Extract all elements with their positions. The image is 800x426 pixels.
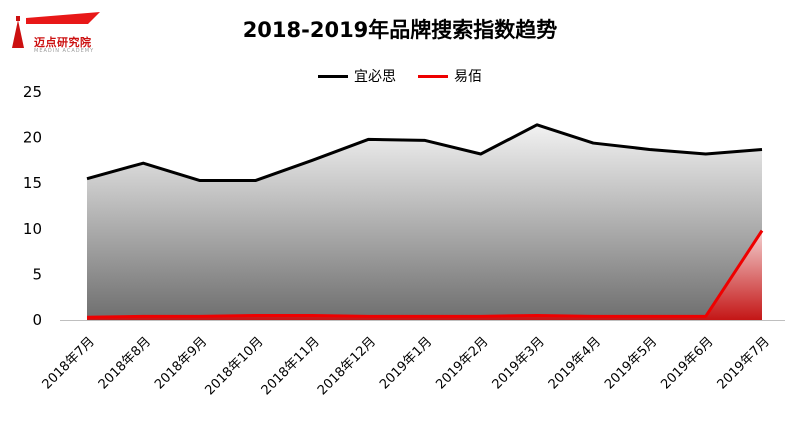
x-tick-label-6: 2019年1月 [377,334,435,392]
brand-logo: 迈点研究院 MEADIN ACADEMY [8,10,108,54]
legend-swatch-series-1 [418,74,448,78]
legend-label-series-0: 宜必思 [354,69,396,85]
x-tick-label-8: 2019年3月 [490,334,548,392]
x-tick-label-4: 2018年11月 [259,334,323,398]
x-tick-label-1: 2018年8月 [96,334,154,392]
x-tick-label-5: 2018年12月 [315,334,379,398]
x-tick-label-9: 2019年4月 [546,334,604,392]
y-tick-label-5: 25 [23,83,42,101]
logo-graphic [12,12,100,48]
x-tick-label-12: 2019年7月 [715,334,773,392]
legend-swatch-series-0 [318,74,348,78]
x-tick-label-3: 2018年10月 [202,334,266,398]
area-fill-series-0 [87,124,762,320]
legend-item-series-1: 易佰 [418,66,482,86]
x-tick-label-0: 2018年7月 [40,334,98,392]
chart-title: 2018-2019年品牌搜索指数趋势 [242,18,558,42]
chart-legend: 宜必思 易佰 [0,66,800,86]
y-tick-label-1: 5 [32,265,42,283]
x-tick-label-11: 2019年6月 [658,334,716,392]
y-tick-label-3: 15 [23,174,42,192]
x-tick-label-7: 2019年2月 [433,334,491,392]
legend-label-series-1: 易佰 [454,69,482,85]
y-tick-label-4: 20 [23,129,42,147]
x-tick-label-10: 2019年5月 [602,334,660,392]
y-tick-label-2: 10 [23,220,42,238]
y-tick-label-0: 0 [32,311,42,329]
x-tick-label-2: 2018年9月 [152,334,210,392]
legend-item-series-0: 宜必思 [318,66,396,86]
logo-subtext: MEADIN ACADEMY [34,48,95,54]
logo-text: 迈点研究院 [34,36,92,49]
